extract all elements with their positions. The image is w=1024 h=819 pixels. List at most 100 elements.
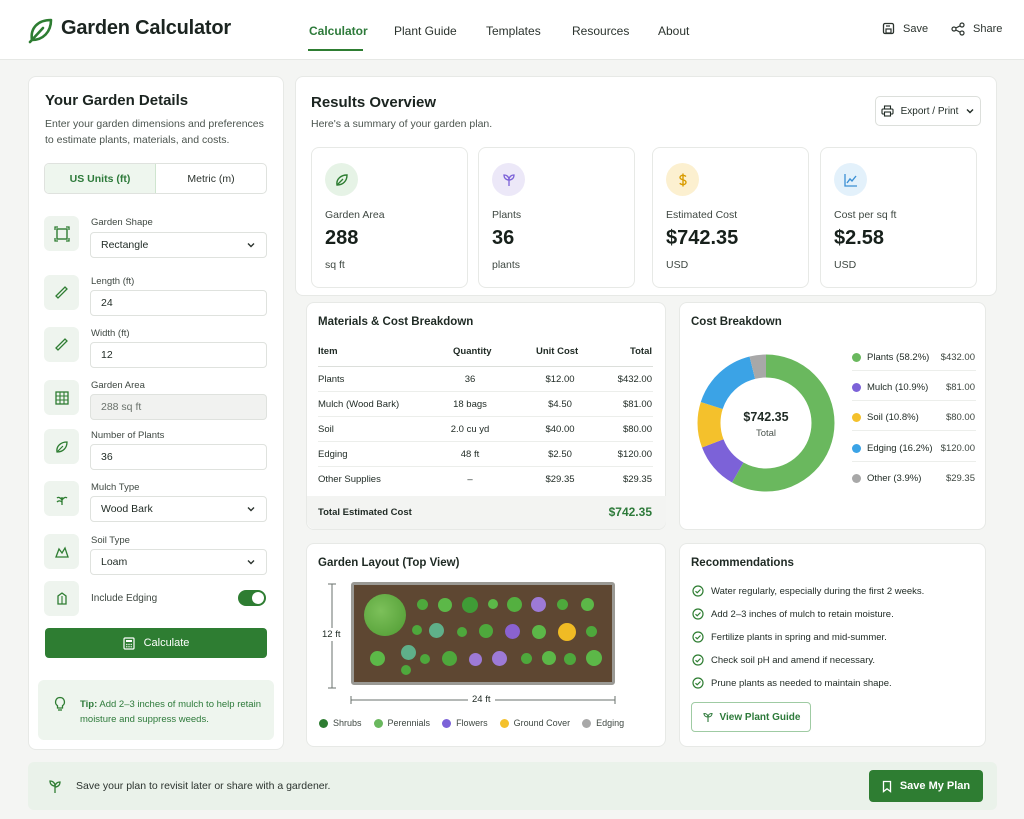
perennial-plant — [557, 599, 568, 610]
legend-divider — [852, 461, 976, 462]
garden-shape-select[interactable]: Rectangle — [90, 232, 267, 258]
perennial-plant — [370, 651, 385, 666]
cost-breakdown-title: Cost Breakdown — [691, 316, 782, 328]
field-label-plants: Number of Plants — [91, 430, 165, 441]
nav-calculator[interactable]: Calculator — [309, 24, 368, 38]
view-plant-guide-button[interactable]: View Plant Guide — [691, 702, 811, 732]
save-my-plan-button[interactable]: Save My Plan — [869, 770, 983, 802]
field-label-shape: Garden Shape — [91, 217, 153, 228]
tip-prefix: Tip: — [80, 699, 98, 710]
stat-card-plants: Plants 36 plants — [478, 147, 635, 288]
ruler-icon — [44, 275, 79, 310]
legend-label: Perennials — [387, 718, 431, 728]
shape-icon — [44, 216, 79, 251]
legend-edging: Edging — [582, 718, 624, 728]
dollar-icon — [666, 163, 699, 196]
edging-label: Include Edging — [91, 593, 158, 604]
sprout-icon — [702, 711, 714, 723]
legend-label: Edging — [596, 718, 625, 728]
legend-flowers: Flowers — [442, 718, 488, 728]
ground-cover-plant — [401, 645, 416, 660]
printer-icon — [881, 105, 894, 117]
recommendation-text: Fertilize plants in spring and mid-summe… — [711, 631, 887, 643]
footer-bar — [28, 762, 997, 810]
nav-plant-guide[interactable]: Plant Guide — [394, 24, 457, 38]
height-label: 12 ft — [321, 628, 342, 641]
details-title: Your Garden Details — [45, 92, 189, 109]
share-label: Share — [973, 23, 1003, 35]
table-cell: $29.35 — [545, 474, 575, 485]
tip-body: Add 2–3 inches of mulch to help retain m… — [80, 699, 261, 725]
legend-label: Shrubs — [333, 718, 362, 728]
flower-plant — [531, 597, 546, 612]
table-cell: 48 ft — [460, 449, 480, 460]
check-circle-icon — [692, 631, 704, 643]
stat-unit: sq ft — [325, 259, 345, 271]
nav-resources[interactable]: Resources — [572, 24, 630, 38]
share-icon — [951, 22, 965, 36]
garden-bed — [351, 582, 615, 685]
legend-swatch — [852, 474, 861, 483]
share-button[interactable]: Share — [951, 22, 1002, 36]
number-of-plants-input[interactable]: 36 — [90, 444, 267, 470]
perennial-plant — [564, 653, 576, 665]
details-subtitle: Enter your garden dimensions and prefere… — [45, 118, 264, 146]
width-input[interactable]: 12 — [90, 342, 267, 368]
stat-unit: plants — [492, 259, 521, 271]
table-cell: $40.00 — [545, 424, 575, 435]
field-label-soil: Soil Type — [91, 535, 130, 546]
edging-toggle[interactable] — [238, 590, 266, 606]
unit-metric-button[interactable]: Metric (m) — [187, 172, 235, 185]
export-label: Export / Print — [900, 105, 959, 117]
stat-value: $2.58 — [834, 227, 885, 249]
check-circle-icon — [692, 677, 704, 689]
check-circle-icon — [692, 585, 704, 597]
layout-legend: Shrubs Perennials Flowers Ground Cover E… — [319, 718, 624, 728]
unit-toggle: US Units (ft) Metric (m) — [44, 163, 267, 194]
table-cell: – — [467, 474, 473, 485]
leaf-icon — [44, 429, 79, 464]
field-label-area: Garden Area — [91, 380, 145, 391]
stat-unit: USD — [666, 259, 689, 271]
nav-about[interactable]: About — [658, 24, 690, 38]
ground-cover-plant — [558, 623, 576, 641]
leaf-icon — [325, 163, 358, 196]
recommendation-item: Prune plants as needed to maintain shape… — [692, 677, 892, 689]
soil-type-select[interactable]: Loam — [90, 549, 267, 575]
perennial-plant — [438, 598, 452, 612]
nav-templates[interactable]: Templates — [486, 24, 541, 38]
legend-label: Flowers — [456, 718, 488, 728]
table-cell: Mulch (Wood Bark) — [318, 399, 400, 410]
perennial-plant — [462, 597, 478, 613]
mulch-type-select[interactable]: Wood Bark — [90, 496, 267, 522]
legend-swatch — [852, 383, 861, 392]
save-button[interactable]: Save — [882, 22, 928, 35]
legend-value: $29.35 — [945, 473, 975, 484]
legend-swatch — [373, 718, 383, 728]
legend-item: Edging (16.2%) — [852, 443, 932, 454]
unit-us-button[interactable]: US Units (ft) — [45, 164, 156, 193]
calculate-button[interactable]: Calculate — [45, 628, 267, 658]
table-cell: $4.50 — [548, 399, 572, 410]
results-title: Results Overview — [311, 94, 437, 111]
perennial-plant — [521, 653, 532, 664]
legend-label: Plants (58.2%) — [867, 352, 930, 363]
trend-chart-icon — [834, 163, 867, 196]
export-print-button[interactable]: Export / Print — [875, 96, 981, 126]
perennial-plant — [457, 627, 467, 637]
leaf-logo-icon — [26, 16, 54, 44]
perennial-plant — [417, 599, 428, 610]
table-cell: Other Supplies — [318, 474, 381, 485]
legend-swatch — [852, 413, 861, 422]
legend-label: Mulch (10.9%) — [867, 382, 929, 393]
width-label: 24 ft — [468, 694, 495, 705]
legend-divider — [852, 400, 976, 401]
recommendations-title: Recommendations — [691, 557, 794, 569]
length-input[interactable]: 24 — [90, 290, 267, 316]
legend-value: $81.00 — [945, 382, 975, 393]
table-cell: Soil — [318, 424, 334, 435]
layout-title: Garden Layout (Top View) — [318, 557, 460, 569]
field-label-length: Length (ft) — [91, 276, 135, 287]
flower-plant — [469, 653, 482, 666]
save-my-plan-label: Save My Plan — [899, 780, 971, 792]
